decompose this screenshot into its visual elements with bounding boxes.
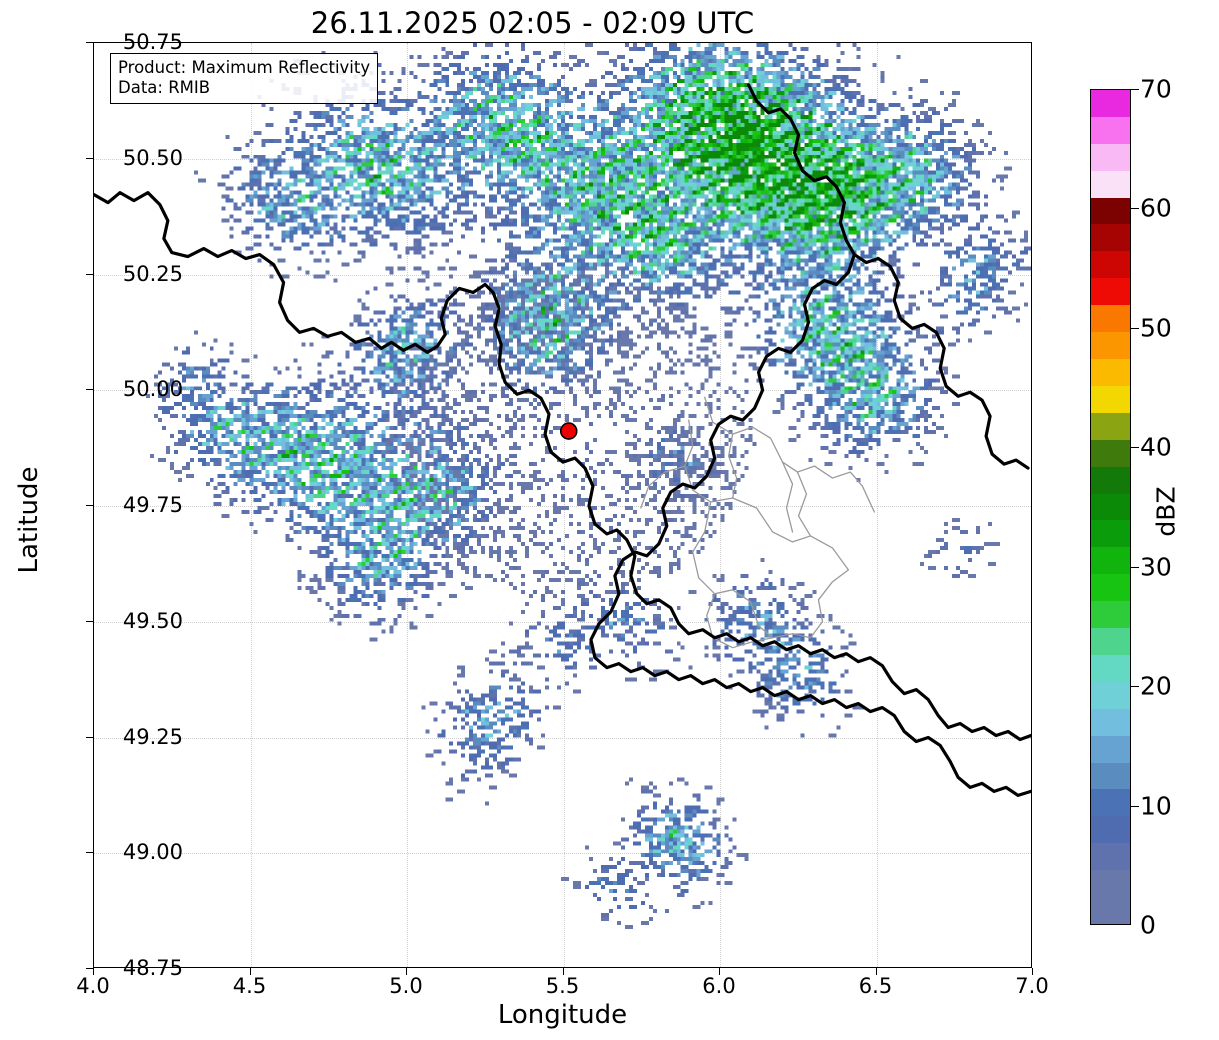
colorbar-band: [1091, 708, 1130, 736]
colorbar-tick-label: 0: [1140, 910, 1156, 940]
x-axis-tick-mark: [406, 968, 407, 975]
y-axis-tick-mark: [86, 505, 93, 506]
colorbar-band: [1091, 305, 1130, 333]
colorbar-band: [1091, 843, 1130, 871]
colorbar-tick-mark: [1131, 566, 1139, 568]
colorbar-band: [1091, 385, 1130, 413]
y-axis-tick-mark: [86, 620, 93, 622]
x-axis-tick-mark: [1032, 968, 1033, 975]
colorbar-band: [1091, 520, 1130, 548]
colorbar-band: [1091, 628, 1130, 655]
colorbar-tick-mark: [1131, 208, 1139, 210]
colorbar-band: [1091, 789, 1130, 817]
colorbar-band: [1091, 762, 1130, 790]
colorbar-band: [1091, 493, 1130, 521]
x-axis-tick-mark: [719, 968, 720, 975]
radar-site-layer: [559, 422, 578, 440]
y-axis-tick-mark: [86, 736, 93, 738]
national-borders: [94, 83, 1031, 797]
x-axis-tick-label: 7.0: [1015, 974, 1049, 998]
y-axis-label: Latitude: [14, 466, 44, 574]
colorbar-band: [1091, 278, 1130, 306]
x-axis-tick-mark: [93, 968, 94, 975]
colorbar-tick-mark: [1131, 805, 1139, 807]
y-axis-tick-label: 49.00: [122, 840, 183, 865]
colorbar-tick-mark: [1131, 327, 1139, 329]
y-axis-tick-mark: [86, 273, 93, 275]
y-axis-tick-mark: [86, 968, 93, 969]
colorbar-band: [1091, 143, 1130, 171]
colorbar-tick-label: 30: [1140, 552, 1172, 582]
y-axis-tick-mark: [86, 389, 93, 391]
x-axis-tick-label: 6.0: [702, 974, 736, 998]
x-axis-tick-mark: [249, 968, 251, 975]
y-axis-tick-mark: [86, 157, 93, 159]
colorbar-tick-label: 20: [1140, 671, 1172, 701]
y-axis-tick-label: 48.75: [122, 956, 183, 980]
x-axis-tick-label: 5.0: [389, 974, 423, 998]
colorbar-band: [1091, 574, 1130, 602]
x-axis-tick-label: 4.0: [76, 974, 110, 998]
colorbar-tick-mark: [1131, 686, 1139, 688]
product-info-box: Product: Maximum Reflectivity Data: RMIB: [110, 53, 379, 105]
x-axis-tick-label: 4.5: [232, 974, 267, 998]
colorbar-tick-label: 60: [1140, 193, 1172, 223]
colorbar-band: [1091, 170, 1130, 198]
radar-reflectivity-layer: [94, 43, 1031, 967]
radar-plot[interactable]: Product: Maximum Reflectivity Data: RMIB: [93, 42, 1032, 968]
y-axis-tick-label: 49.75: [122, 493, 183, 517]
colorbar-band: [1091, 197, 1130, 225]
x-axis-tick-label: 5.5: [545, 974, 580, 998]
colorbar-tick-mark: [1131, 447, 1139, 449]
map-borders-layer: [94, 83, 1031, 797]
colorbar-band: [1091, 439, 1130, 467]
colorbar-band: [1091, 466, 1130, 494]
page-title: 26.11.2025 02:05 - 02:09 UTC: [310, 6, 755, 40]
y-axis-tick-mark: [86, 42, 93, 43]
y-axis-tick-label: 50.50: [122, 145, 183, 170]
x-axis-tick-mark: [875, 968, 877, 975]
x-axis-tick-mark: [562, 968, 564, 975]
colorbar-band: [1091, 224, 1130, 252]
colorbar-band: [1091, 681, 1130, 709]
colorbar[interactable]: [1090, 89, 1131, 925]
radar-site-marker[interactable]: [559, 422, 578, 440]
y-axis-tick-mark: [86, 852, 93, 854]
colorbar-band: [1091, 332, 1130, 359]
colorbar-band: [1091, 654, 1130, 682]
colorbar-band: [1091, 412, 1130, 440]
colorbar-band: [1091, 547, 1130, 575]
colorbar-tick-label: 40: [1140, 432, 1172, 462]
data-source-line: Data: RMIB: [118, 78, 211, 98]
colorbar-band: [1091, 358, 1130, 386]
x-axis-tick-label: 6.5: [858, 974, 893, 998]
colorbar-band: [1091, 601, 1130, 629]
colorbar-band: [1091, 897, 1130, 924]
colorbar-tick-label: 10: [1140, 791, 1172, 821]
x-axis-label: Longitude: [497, 1000, 628, 1030]
y-axis-tick-label: 50.00: [122, 377, 183, 402]
colorbar-tick-mark: [1131, 89, 1139, 90]
product-line: Product: Maximum Reflectivity: [118, 58, 371, 77]
internal-borders: [640, 396, 875, 649]
colorbar-band: [1091, 116, 1130, 144]
y-axis-tick-label: 50.75: [122, 30, 183, 54]
colorbar-band: [1091, 89, 1130, 117]
colorbar-band: [1091, 870, 1130, 898]
colorbar-band: [1091, 251, 1130, 279]
colorbar-tick-label: 50: [1140, 313, 1172, 343]
y-axis-tick-label: 49.50: [122, 608, 183, 633]
colorbar-band: [1091, 735, 1130, 763]
colorbar-band: [1091, 816, 1130, 844]
colorbar-tick-label: 70: [1140, 74, 1172, 104]
y-axis-tick-label: 49.25: [122, 724, 183, 749]
y-axis-tick-label: 50.25: [122, 261, 183, 286]
